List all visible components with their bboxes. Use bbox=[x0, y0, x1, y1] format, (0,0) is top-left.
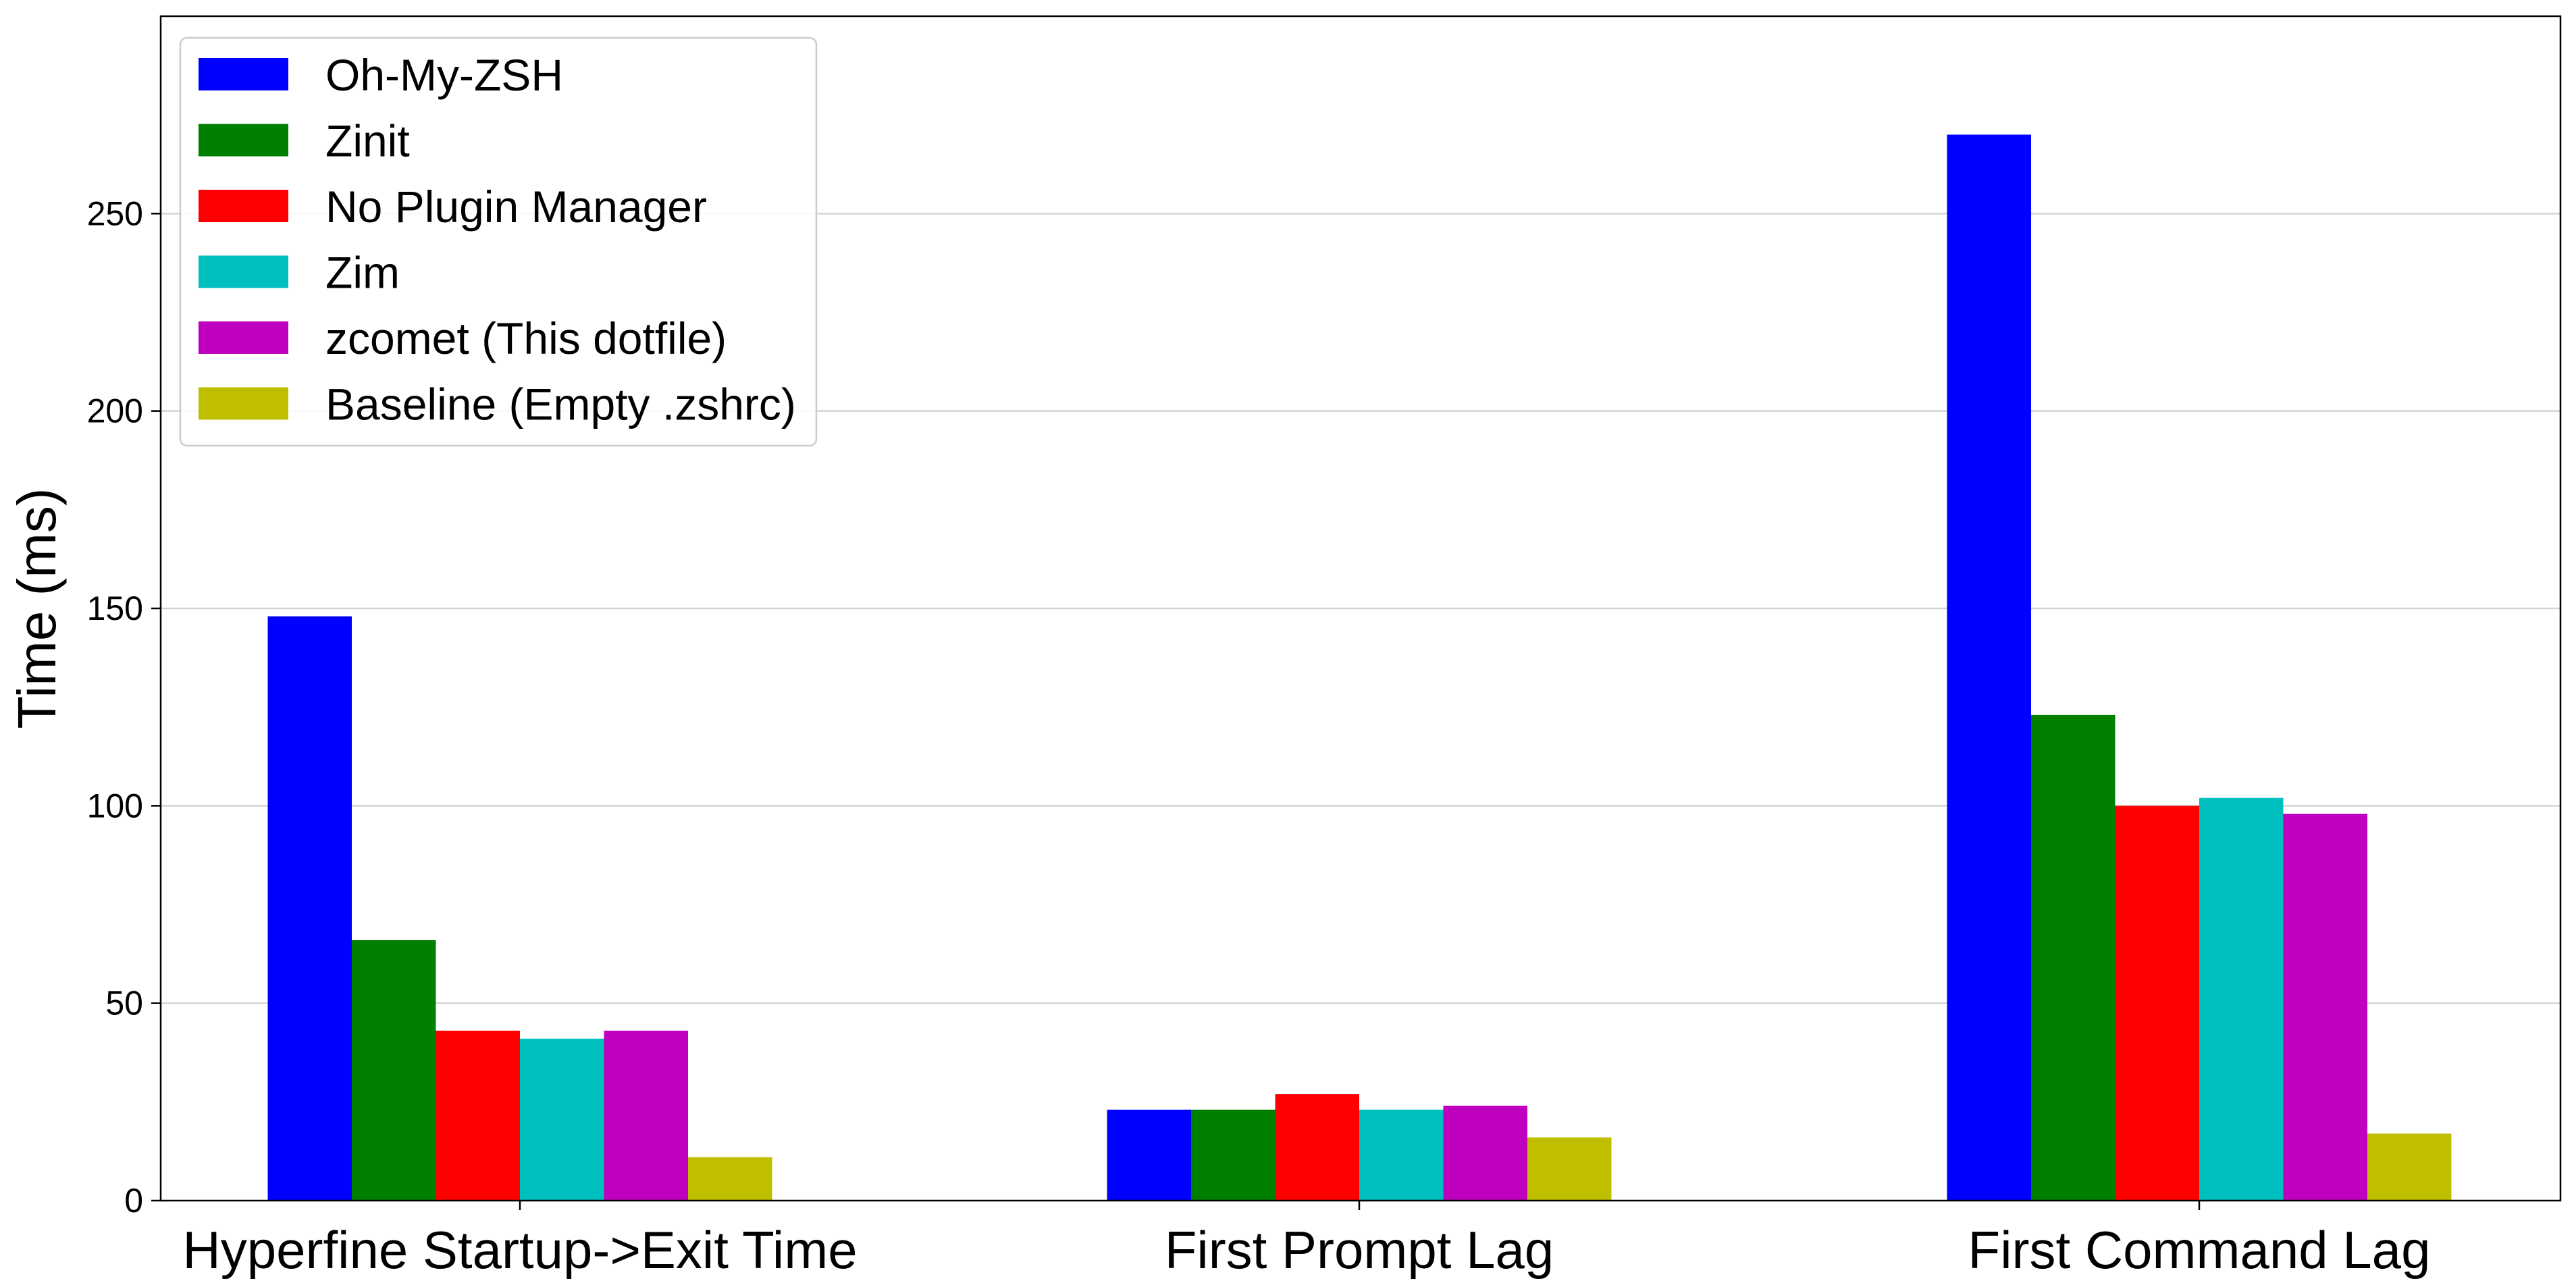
legend-swatch bbox=[199, 124, 288, 157]
y-tick-label: 200 bbox=[87, 392, 143, 430]
legend-swatch bbox=[199, 58, 288, 90]
legend-label: zcomet (This dotfile) bbox=[325, 313, 727, 363]
legend-label: Baseline (Empty .zshrc) bbox=[325, 379, 796, 429]
bar bbox=[1107, 1109, 1191, 1201]
bar bbox=[2115, 806, 2199, 1201]
x-tick-label: First Prompt Lag bbox=[1165, 1220, 1554, 1280]
legend-label: Zim bbox=[325, 248, 400, 298]
bar bbox=[436, 1030, 520, 1201]
legend-swatch bbox=[199, 190, 288, 222]
legend: Oh-My-ZSH Zinit No Plugin Manager Zim zcomet… bbox=[179, 36, 818, 447]
x-tick-label: Hyperfine Startup->Exit Time bbox=[182, 1220, 857, 1280]
y-tick-label: 250 bbox=[87, 194, 143, 232]
y-tick-label: 0 bbox=[124, 1182, 143, 1220]
bar bbox=[1275, 1094, 1359, 1201]
bar bbox=[604, 1030, 688, 1201]
y-tick-label: 50 bbox=[105, 985, 143, 1022]
bar bbox=[1443, 1105, 1527, 1201]
legend-swatch bbox=[199, 387, 288, 420]
bar bbox=[1191, 1109, 1276, 1201]
y-tick-label: 100 bbox=[87, 787, 143, 824]
bar bbox=[2031, 714, 2115, 1201]
y-tick-label: 150 bbox=[87, 590, 143, 627]
legend-label: Oh-My-ZSH bbox=[325, 50, 563, 100]
legend-label: Zinit bbox=[325, 116, 410, 166]
y-axis-label: Time (ms) bbox=[7, 488, 67, 729]
bar bbox=[1527, 1137, 1612, 1201]
bar bbox=[267, 616, 352, 1201]
bar bbox=[2283, 814, 2367, 1201]
bar bbox=[1947, 134, 2031, 1201]
legend-box bbox=[179, 36, 818, 447]
bar bbox=[352, 940, 436, 1201]
bar bbox=[2367, 1133, 2452, 1201]
legend-swatch bbox=[199, 321, 288, 354]
legend-label: No Plugin Manager bbox=[325, 182, 707, 232]
bar bbox=[688, 1157, 772, 1201]
bar bbox=[520, 1039, 604, 1201]
x-tick-label: First Command Lag bbox=[1968, 1220, 2431, 1280]
bars bbox=[267, 134, 2452, 1201]
bar bbox=[2199, 797, 2284, 1201]
x-axis-ticks: Hyperfine Startup->Exit Time First Prompt… bbox=[182, 1201, 2430, 1280]
y-axis-ticks: 0 50 100 150 200 250 bbox=[87, 194, 161, 1220]
bar bbox=[1359, 1109, 1444, 1201]
legend-swatch bbox=[199, 255, 288, 288]
